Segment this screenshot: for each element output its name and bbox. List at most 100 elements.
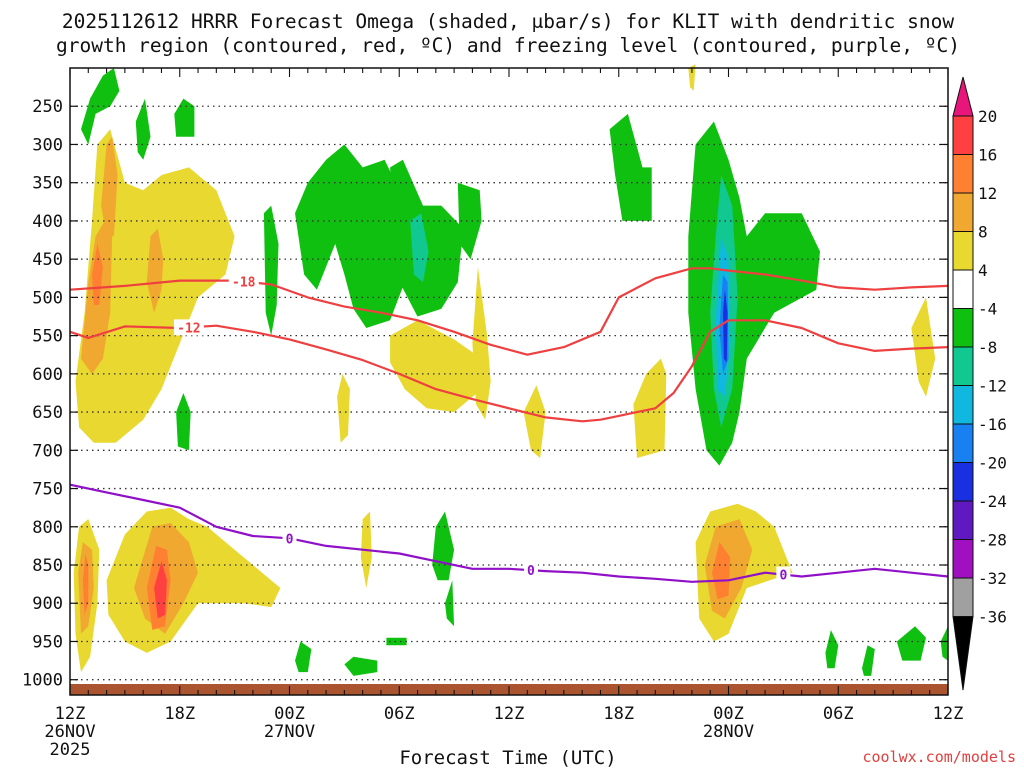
colorbar-segment-5	[952, 269, 974, 309]
contour-line-1	[69, 319, 949, 423]
omega-region-28	[295, 144, 405, 328]
contour-label-bg-2-1	[523, 562, 538, 579]
omega-region-45	[896, 626, 926, 661]
omega-shading	[73, 64, 948, 676]
colorbar-label-11: -28	[978, 531, 1007, 550]
contour-label-1-0: -12	[177, 321, 200, 336]
omega-region-24	[135, 98, 151, 160]
omega-region-46	[940, 626, 948, 661]
colorbar-label-1: 16	[978, 146, 997, 165]
y-tick-label-700: 700	[32, 441, 63, 461]
omega-region-23	[81, 68, 120, 145]
omega-region-42	[386, 637, 407, 646]
colorbar-label-0: 20	[978, 107, 997, 126]
omega-region-31	[457, 182, 482, 260]
omega-region-25	[174, 98, 195, 137]
colorbar-segment-6	[952, 308, 974, 348]
omega-region-43	[825, 630, 839, 669]
colorbar: 20 16 12 8 4 -4 -8 -12 -16 -20 -24 -28 -32 -36	[952, 76, 1007, 691]
contour-label-bg-2-2	[776, 566, 791, 583]
contour-label-2-2: 0	[779, 569, 787, 584]
y-tick-label-550: 550	[32, 327, 63, 347]
contour-label-2-0: 0	[286, 532, 294, 547]
contour-label-0-0: -18	[232, 276, 256, 291]
chart-title-line-2: growth region (contoured, red, ºC) and f…	[56, 34, 960, 57]
credit-text: coolwx.com/models	[862, 748, 1016, 766]
omega-region-7	[82, 553, 89, 615]
colorbar-label-6: -8	[978, 338, 997, 357]
x-year-label-0: 2025	[50, 740, 91, 760]
x-date-label-12: 27NOV	[264, 722, 315, 742]
y-axis: 250 300 350 400 450 500 550 600 650 700 750 800 850 9…	[22, 97, 948, 691]
y-tick-label-850: 850	[32, 556, 63, 576]
contour-line-0	[69, 267, 949, 356]
colorbar-label-7: -12	[978, 377, 1007, 396]
colorbar-label-9: -20	[978, 454, 1007, 473]
y-tick-label-250: 250	[32, 97, 63, 117]
colorbar-label-13: -36	[978, 608, 1007, 627]
omega-region-3	[146, 228, 164, 313]
colorbar-segment-2	[952, 154, 974, 194]
y-tick-label-350: 350	[32, 174, 63, 194]
colorbar-segment-8	[952, 385, 974, 425]
omega-region-22	[688, 64, 696, 91]
omega-region-12	[337, 373, 350, 443]
colorbar-segment-4	[952, 231, 974, 271]
y-tick-label-500: 500	[32, 288, 63, 308]
contour-label-bg-2-0	[282, 530, 297, 547]
colorbar-segment-3	[952, 192, 974, 232]
colorbar-label-8: -16	[978, 415, 1007, 434]
colorbar-segment-13	[952, 577, 974, 617]
y-tick-label-450: 450	[32, 250, 63, 270]
colorbar-label-10: -24	[978, 492, 1007, 511]
colorbar-label-5: -4	[978, 300, 997, 319]
x-date-label-0: 26NOV	[44, 722, 95, 742]
colorbar-label-2: 12	[978, 184, 997, 203]
colorbar-segment-10	[952, 462, 974, 502]
colorbar-segment-12	[952, 539, 974, 579]
contour-line-2	[69, 483, 949, 583]
omega-region-35	[688, 121, 820, 466]
x-tick-label-42: 06Z	[823, 704, 854, 724]
omega-region-2	[101, 136, 118, 237]
omega-region-4	[92, 243, 103, 305]
x-tick-label-48: 12Z	[933, 704, 964, 724]
isotherm-contours: -18 -12 0 0 0	[69, 267, 949, 584]
colorbar-label-12: -32	[978, 569, 1007, 588]
omega-region-11	[154, 561, 167, 619]
omega-region-34	[609, 113, 652, 221]
omega-region-17	[633, 358, 667, 458]
omega-region-41	[344, 656, 378, 676]
colorbar-arrow-bottom	[952, 616, 974, 691]
x-tick-label-12: 00Z	[274, 704, 305, 724]
colorbar-label-3: 8	[978, 223, 988, 242]
omega-region-26	[176, 393, 191, 451]
y-tick-label-950: 950	[32, 632, 63, 652]
y-tick-label-400: 400	[32, 212, 63, 232]
colorbar-label-4: 4	[978, 261, 988, 280]
colorbar-segment-9	[952, 423, 974, 463]
y-tick-label-300: 300	[32, 135, 63, 155]
omega-region-16	[523, 385, 546, 458]
y-tick-label-600: 600	[32, 365, 63, 385]
y-tick-label-1000: 1000	[22, 671, 63, 691]
contour-label-2-1: 0	[527, 564, 535, 579]
omega-region-29	[390, 159, 464, 317]
y-tick-label-800: 800	[32, 518, 63, 538]
contour-label-bg-0-0	[228, 273, 259, 290]
x-axis-label: Forecast Time (UTC)	[399, 747, 616, 768]
x-tick-label-30: 18Z	[603, 704, 634, 724]
y-tick-label-900: 900	[32, 594, 63, 614]
colorbar-segment-11	[952, 500, 974, 540]
omega-region-14	[390, 320, 482, 413]
colorbar-arrow-top	[952, 76, 974, 117]
x-tick-label-0: 12Z	[55, 704, 86, 724]
x-tick-label-6: 18Z	[164, 704, 195, 724]
y-tick-label-650: 650	[32, 403, 63, 423]
omega-region-44	[862, 645, 875, 676]
colorbar-segment-1	[952, 115, 974, 155]
pressure-gridlines	[70, 105, 948, 681]
x-tick-label-18: 06Z	[384, 704, 415, 724]
